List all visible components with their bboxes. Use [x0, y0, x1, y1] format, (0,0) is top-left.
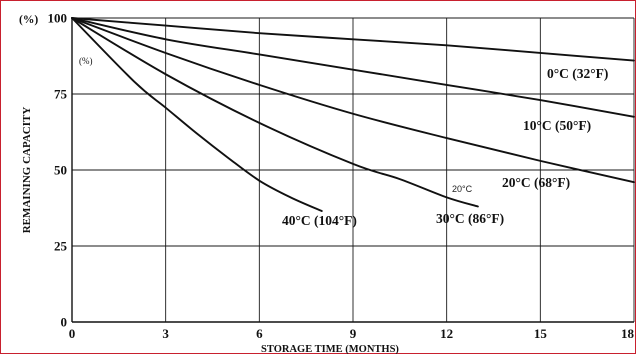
- series-labels: 0°C (32°F) 10°C (50°F) 20°C (68°F) 30°C …: [282, 66, 608, 228]
- curve-40c: [71, 17, 323, 212]
- y-tick-label-25: 25: [54, 239, 68, 254]
- x-tick-label-9: 9: [350, 326, 357, 341]
- series-label-30c: 30°C (86°F): [436, 211, 504, 226]
- x-tick-label-15: 15: [534, 326, 548, 341]
- y-unit-label: (%): [19, 14, 38, 26]
- x-tick-label-12: 12: [440, 326, 453, 341]
- curve-20c: [71, 17, 635, 184]
- x-tick-label-18: 18: [621, 326, 635, 341]
- annotation-20c: 20°C: [452, 184, 473, 194]
- y-tick-label-50: 50: [54, 163, 67, 178]
- y-tick-label-100: 100: [48, 11, 68, 26]
- series-label-10c: 10°C (50°F): [523, 118, 591, 133]
- series-label-20c: 20°C (68°F): [502, 175, 570, 190]
- series-label-40c: 40°C (104°F): [282, 213, 357, 228]
- curve-30c: [71, 17, 479, 208]
- x-tick-label-0: 0: [69, 326, 76, 341]
- x-tick-labels: 0 3 6 9 12 15 18: [69, 326, 635, 341]
- y-axis-title: REMAINING CAPACITY: [21, 107, 33, 234]
- x-tick-label-3: 3: [162, 326, 169, 341]
- x-tick-label-6: 6: [256, 326, 263, 341]
- series-label-0c: 0°C (32°F): [547, 66, 608, 81]
- x-axis-title: STORAGE TIME (MONTHS): [261, 344, 399, 354]
- axis-layer: [71, 18, 634, 323]
- y-tick-label-75: 75: [54, 87, 68, 102]
- y-tick-label-0: 0: [61, 315, 68, 330]
- curve-layer: [71, 17, 635, 212]
- y-unit-label-small: (%): [79, 56, 93, 66]
- curve-10c: [71, 17, 635, 118]
- curve-0c: [71, 17, 635, 62]
- y-tick-labels: 0 25 50 75 100: [48, 11, 68, 330]
- grid-layer: [72, 17, 635, 322]
